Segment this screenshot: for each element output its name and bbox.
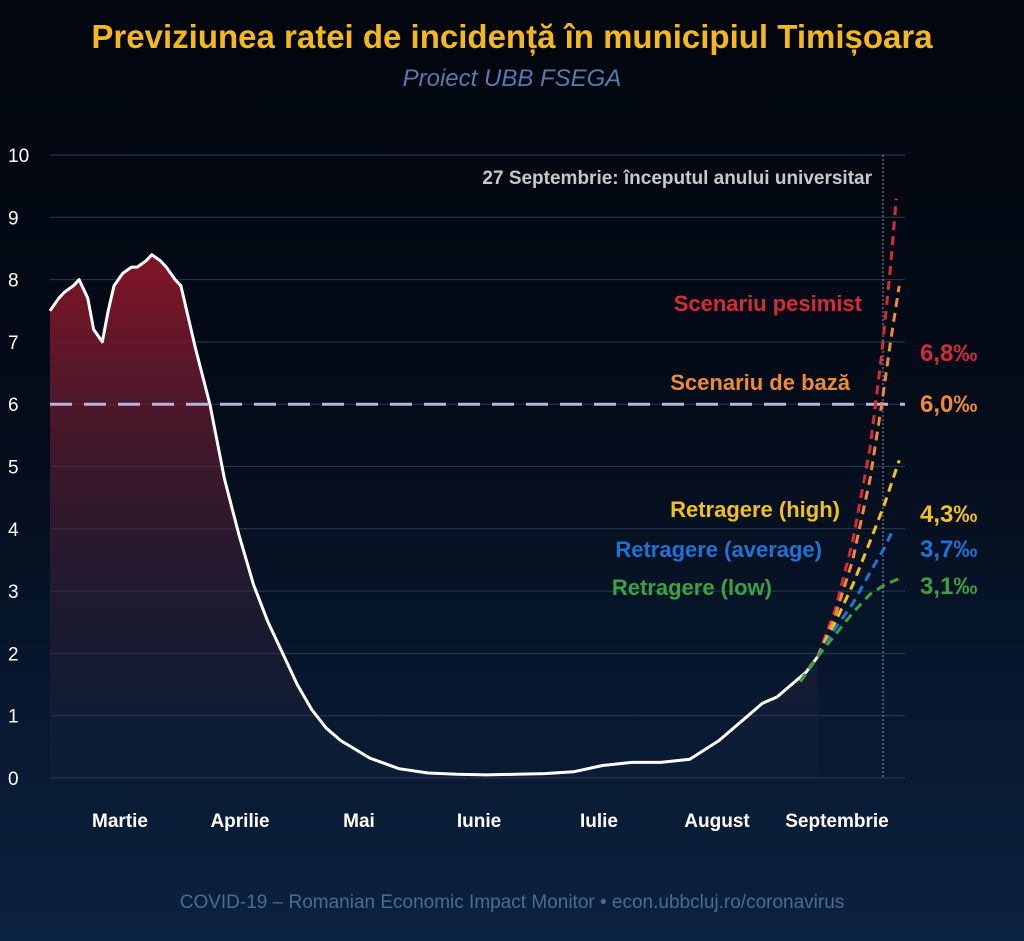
scenario-end-labels: 6,8‰ 6,0‰ 4,3‰ 3,7‰ 3,1‰ <box>920 340 977 600</box>
scenario-line-1 <box>799 285 901 683</box>
y-tick-label: 4 <box>8 520 19 541</box>
x-tick-label: Martie <box>92 811 148 832</box>
y-axis: 0 1 2 3 4 5 6 7 8 9 10 <box>8 146 29 790</box>
legend-label: Retragere (low) <box>612 575 772 600</box>
y-tick-label: 0 <box>8 769 19 790</box>
legend-label: Scenariu de bază <box>670 370 851 395</box>
end-value-label: 4,3‰ <box>920 501 977 528</box>
marker-label: 27 Septembrie: începutul anului universi… <box>482 168 872 189</box>
observed-fill <box>50 254 818 778</box>
x-tick-label: Aprilie <box>210 811 269 832</box>
x-tick-label: Mai <box>343 811 375 832</box>
scenario-lines <box>799 198 901 683</box>
y-tick-label: 8 <box>8 271 19 292</box>
x-tick-label: August <box>684 811 750 832</box>
scenario-legend: Scenariu pesimist Scenariu de bază Retrage… <box>612 291 863 600</box>
end-value-label: 3,7‰ <box>920 536 977 563</box>
end-value-label: 3,1‰ <box>920 573 977 600</box>
legend-label: Retragere (high) <box>670 497 840 522</box>
scenario-line-0 <box>799 198 898 683</box>
observed-area <box>50 254 818 778</box>
y-tick-label: 6 <box>8 395 19 416</box>
end-value-label: 6,0‰ <box>920 391 977 418</box>
legend-label: Scenariu pesimist <box>674 291 863 316</box>
y-tick-label: 1 <box>8 707 19 728</box>
observed-curve <box>48 253 819 777</box>
scenario-line-4 <box>799 577 900 683</box>
y-tick-label: 9 <box>8 208 19 229</box>
y-tick-label: 7 <box>8 333 19 354</box>
chart-subtitle: Proiect UBB FSEGA <box>403 65 622 92</box>
end-value-label: 6,8‰ <box>920 340 977 367</box>
chart-title: Previziunea ratei de incidență în munici… <box>91 18 933 56</box>
x-tick-label: Iulie <box>580 811 618 832</box>
x-axis: Martie Aprilie Mai Iunie Iulie August Septembr… <box>92 811 889 832</box>
y-tick-label: 3 <box>8 582 19 603</box>
start-of-academic-year-marker: 27 Septembrie: începutul anului universi… <box>482 155 884 778</box>
y-tick-label: 5 <box>8 458 19 479</box>
x-tick-label: Septembrie <box>785 811 888 832</box>
y-tick-label: 2 <box>8 644 19 665</box>
footer-credit: COVID-19 – Romanian Economic Impact Moni… <box>180 892 845 913</box>
x-tick-label: Iunie <box>457 811 501 832</box>
legend-label: Retragere (average) <box>615 537 822 562</box>
y-tick-label: 10 <box>8 146 29 167</box>
observed-line <box>48 253 819 777</box>
